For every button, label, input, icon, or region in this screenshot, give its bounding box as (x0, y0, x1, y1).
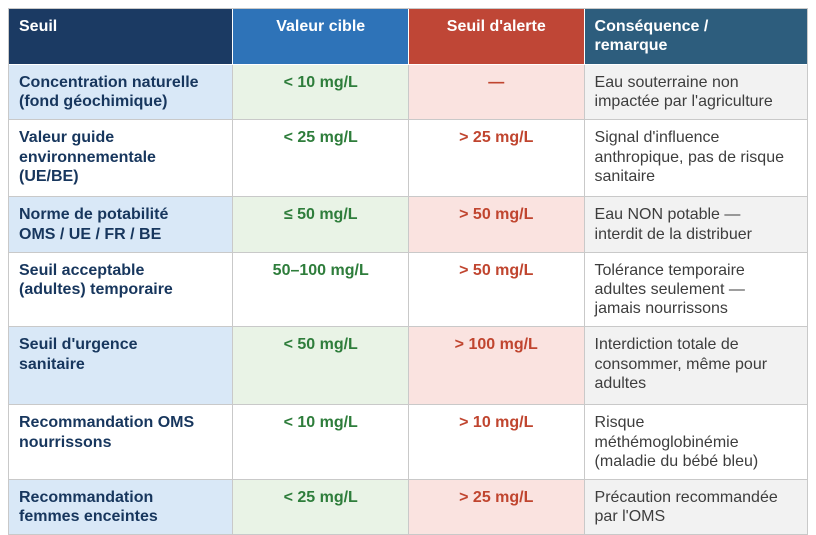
table-row: Recommandation femmes enceintes < 25 mg/… (9, 478, 807, 535)
table-row: Recommandation OMS nourrissons < 10 mg/L… (9, 404, 807, 479)
table-row: Concentration naturelle (fond géochimiqu… (9, 65, 807, 120)
cell-valeur-cible: < 10 mg/L (232, 65, 408, 120)
cell-consequence: Tolérance temporaire adultes seulement —… (583, 251, 807, 327)
table-row: Valeur guide environnementale (UE/BE) < … (9, 119, 807, 197)
table-row: Seuil acceptable (adultes) temporaire 50… (9, 251, 807, 327)
cell-valeur-cible: 50–100 mg/L (232, 251, 408, 327)
column-header-seuil-alerte: Seuil d'alerte (407, 9, 584, 65)
cell-seuil-alerte: > 10 mg/L (407, 404, 584, 479)
column-header-valeur-cible: Valeur cible (232, 9, 408, 65)
cell-seuil: Concentration naturelle (fond géochimiqu… (9, 65, 233, 120)
cell-seuil-alerte: — (407, 65, 584, 120)
cell-consequence: Signal d'influence anthropique, pas de r… (583, 119, 807, 197)
cell-seuil: Recommandation femmes enceintes (9, 478, 233, 535)
cell-seuil-alerte: > 25 mg/L (407, 478, 584, 535)
cell-seuil-alerte: > 50 mg/L (407, 251, 584, 327)
cell-consequence: Eau souterraine non impactée par l'agric… (583, 65, 807, 120)
cell-seuil: Recommandation OMS nourrissons (9, 404, 233, 479)
thresholds-table: Seuil Valeur cible Seuil d'alerte Conséq… (8, 8, 808, 535)
table-row: Seuil d'urgence sanitaire < 50 mg/L > 10… (9, 326, 807, 405)
table-header: Seuil Valeur cible Seuil d'alerte Conséq… (9, 9, 807, 65)
cell-consequence: Précaution recommandée par l'OMS (583, 478, 807, 535)
cell-valeur-cible: ≤ 50 mg/L (232, 196, 408, 252)
cell-seuil: Seuil d'urgence sanitaire (9, 326, 233, 405)
cell-seuil-alerte: > 25 mg/L (407, 119, 584, 197)
cell-seuil-alerte: > 100 mg/L (407, 326, 584, 405)
column-header-seuil: Seuil (9, 9, 233, 65)
cell-consequence: Eau NON potable — interdit de la distrib… (583, 196, 807, 252)
cell-consequence: Interdiction totale de consommer, même p… (583, 326, 807, 405)
column-header-consequence: Conséquence / remarque (583, 9, 807, 65)
cell-valeur-cible: < 25 mg/L (232, 478, 408, 535)
cell-seuil: Norme de potabilité OMS / UE / FR / BE (9, 196, 233, 252)
cell-seuil: Seuil acceptable (adultes) temporaire (9, 251, 233, 327)
table-body: Concentration naturelle (fond géochimiqu… (9, 65, 807, 535)
cell-valeur-cible: < 25 mg/L (232, 119, 408, 197)
cell-valeur-cible: < 10 mg/L (232, 404, 408, 479)
cell-seuil-alerte: > 50 mg/L (407, 196, 584, 252)
cell-valeur-cible: < 50 mg/L (232, 326, 408, 405)
cell-consequence: Risque méthémoglobinémie (maladie du béb… (583, 404, 807, 479)
table-row: Norme de potabilité OMS / UE / FR / BE ≤… (9, 196, 807, 252)
cell-seuil: Valeur guide environnementale (UE/BE) (9, 119, 233, 197)
header-row: Seuil Valeur cible Seuil d'alerte Conséq… (9, 9, 807, 65)
page: Seuil Valeur cible Seuil d'alerte Conséq… (8, 8, 808, 535)
